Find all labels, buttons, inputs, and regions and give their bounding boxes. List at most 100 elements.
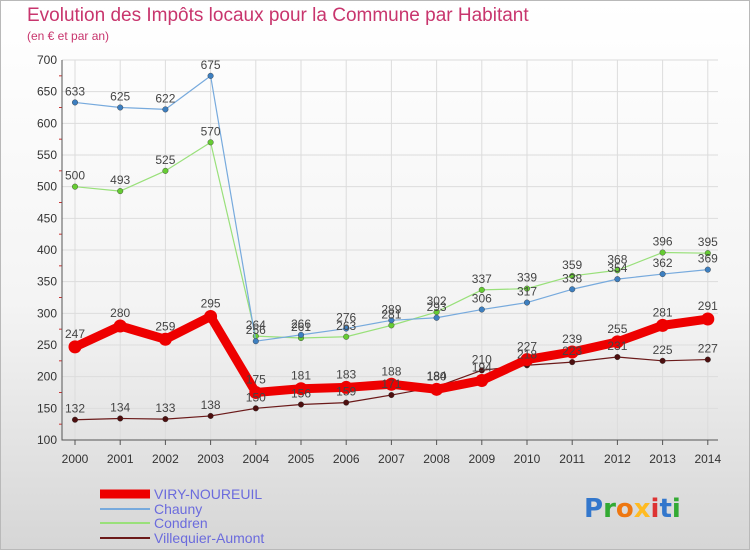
data-point [430,382,444,396]
data-label: 500 [65,169,85,183]
x-tick-label: 2014 [694,452,721,466]
data-label: 150 [246,390,266,404]
data-labels: 132 134 133 138 150 156 159 171 184 210 218 223 231 2… [65,58,718,416]
y-tick-label: 250 [37,338,57,352]
data-label: 291 [698,299,718,313]
data-label: 302 [427,294,447,308]
data-label: 180 [427,369,447,383]
data-label: 359 [562,258,582,272]
logo-letter: r [603,494,616,524]
x-tick-label: 2001 [107,452,134,466]
data-label: 570 [201,124,221,138]
series-lines [68,72,715,423]
data-point [113,319,127,333]
y-tick-label: 600 [37,116,57,130]
logo-letter: x [634,494,651,524]
logo-letter: i [672,494,681,524]
data-label: 175 [246,373,266,387]
data-point [614,267,621,274]
data-point [384,377,398,391]
y-tick-label: 500 [37,180,57,194]
data-point [343,325,350,332]
data-point [204,310,218,323]
data-point [565,345,579,359]
data-label: 622 [155,91,175,105]
data-point [478,367,485,374]
legend-label: Villequier-Aumont [154,530,264,546]
data-point [478,306,485,313]
data-point [162,167,169,174]
data-point [659,271,666,278]
data-label: 266 [291,317,311,331]
data-label: 255 [607,322,627,336]
data-label: 227 [698,342,718,356]
data-point [162,416,169,423]
data-label: 210 [472,352,492,366]
y-tick-label: 350 [37,275,57,289]
data-label: 289 [381,302,401,316]
data-label: 493 [110,173,130,187]
data-label: 188 [381,364,401,378]
data-point [339,380,353,394]
data-point [207,412,214,419]
x-tick-label: 2006 [333,452,360,466]
data-label: 225 [653,343,673,357]
data-point [252,338,259,345]
x-tick-label: 2012 [604,452,631,466]
data-point [656,318,670,332]
y-tick-label: 450 [37,211,57,225]
data-point [478,286,485,293]
data-label: 256 [246,323,266,337]
data-point [433,314,440,321]
data-label: 133 [155,401,175,415]
data-point [249,386,263,399]
data-point [68,340,82,354]
data-point [117,415,124,422]
data-point [569,286,576,293]
legend: VIRY-NOUREUILChaunyCondrenVillequier-Aum… [100,486,264,546]
data-label: 339 [517,271,537,285]
data-point [207,139,214,146]
data-point [614,354,621,361]
data-point [343,399,350,406]
x-tick-label: 2013 [649,452,676,466]
y-tick-label: 700 [37,53,57,67]
data-point [569,272,576,279]
y-tick-label: 650 [37,85,57,99]
logo-letter: i [651,494,660,524]
data-point [117,104,124,111]
axes: 100 150 200 250 300 350 400 450 500 550 600 650 700 2… [37,53,722,466]
data-point [704,250,711,257]
data-point [162,106,169,113]
data-label: 306 [472,292,492,306]
data-label: 354 [607,261,627,275]
data-label: 134 [110,400,130,414]
data-point [659,357,666,364]
data-label: 525 [155,153,175,167]
data-label: 181 [291,369,311,383]
data-point [207,72,214,79]
data-point [614,276,621,283]
data-label: 171 [381,377,401,391]
data-point [158,332,172,346]
data-point [117,188,124,195]
y-tick-label: 300 [37,306,57,320]
logo-letter: o [616,494,634,524]
data-label: 183 [336,367,356,381]
data-label: 280 [110,306,130,320]
data-label: 625 [110,90,130,104]
logo-text: Proxiti [584,494,681,524]
x-tick-label: 2011 [559,452,585,466]
x-tick-label: 2002 [152,452,179,466]
data-label: 239 [562,332,582,346]
x-tick-label: 2000 [62,452,89,466]
data-point [71,99,78,106]
data-label: 261 [291,320,311,334]
x-tick-label: 2010 [514,452,541,466]
data-point [252,405,259,412]
logo-letter: t [659,494,671,524]
data-point [701,312,715,326]
data-label: 264 [246,318,266,332]
data-label: 159 [336,385,356,399]
data-point [298,401,305,408]
